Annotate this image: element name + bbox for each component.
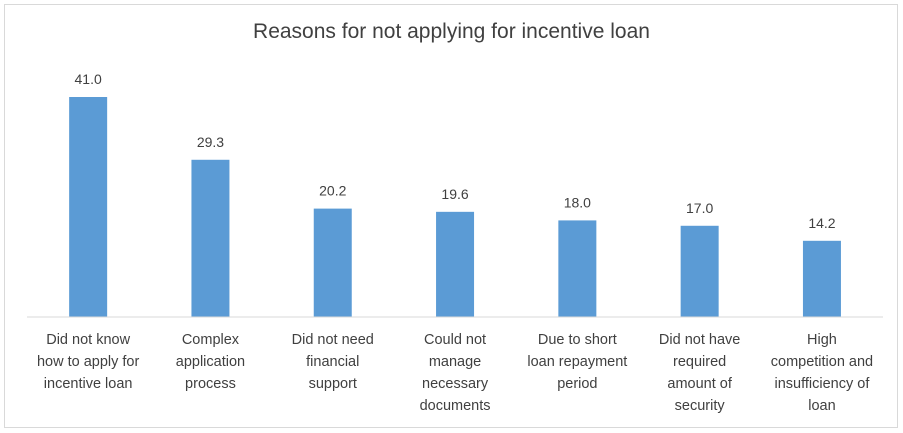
bar-1 — [69, 97, 108, 317]
category-label-2: Complex application process — [175, 332, 246, 392]
data-label-1: 41.0 — [75, 71, 102, 87]
data-label-6: 17.0 — [686, 200, 713, 216]
data-label-3: 20.2 — [319, 183, 346, 199]
data-label-5: 18.0 — [564, 194, 591, 210]
bar-5 — [558, 220, 597, 317]
category-label-6: Did not have required amount of security — [658, 332, 741, 414]
data-label-2: 29.3 — [197, 134, 224, 150]
bar-2 — [191, 159, 230, 317]
bar-4 — [436, 211, 475, 317]
data-label-7: 14.2 — [808, 215, 835, 231]
category-label-3: Did not need financial support — [291, 332, 374, 392]
bar-7 — [802, 240, 841, 317]
chart-title: Reasons for not applying for incentive l… — [253, 20, 650, 43]
bar-3 — [313, 208, 352, 317]
category-label-4: Could not manage necessary documents — [419, 332, 491, 414]
category-label-1: Did not know how to apply for incentive … — [36, 332, 140, 392]
category-label-5: Due to short loan repayment period — [527, 332, 628, 392]
bar-6 — [680, 225, 719, 317]
category-label-7: High competition and insufficiency of lo… — [770, 332, 874, 414]
data-label-4: 19.6 — [441, 186, 468, 202]
